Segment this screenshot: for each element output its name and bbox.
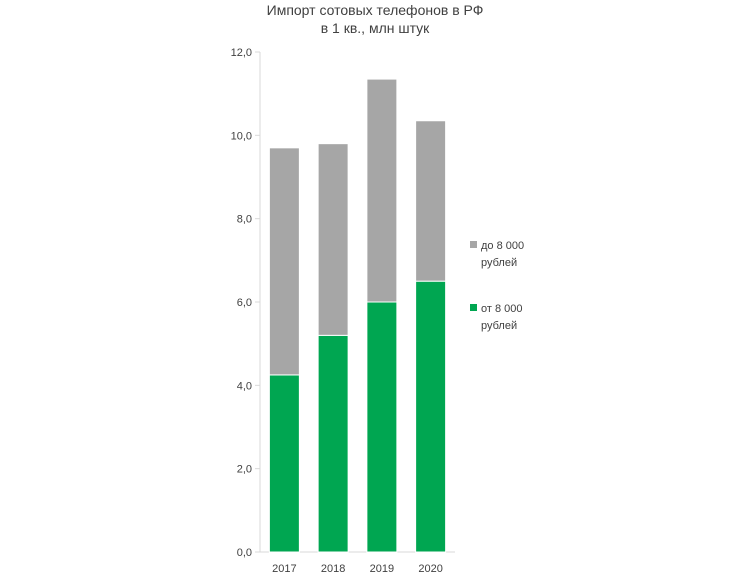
legend-label-from-8000: от 8 000 рублей	[481, 303, 523, 332]
bar-segment-0	[415, 280, 447, 553]
x-tick-label: 2020	[418, 563, 442, 575]
y-tick-label: 10,0	[231, 130, 252, 142]
bar-segment-0	[366, 301, 398, 553]
x-tick-label: 2017	[272, 563, 296, 575]
y-tick-label: 2,0	[237, 464, 252, 476]
y-tick-label: 4,0	[237, 380, 252, 392]
chart-subtitle: в 1 кв., млн штук	[320, 20, 430, 36]
y-tick-label: 0,0	[237, 547, 252, 559]
bar-segment-0	[317, 334, 349, 553]
bar-segment-1	[268, 147, 300, 376]
legend-label-upto-8000: до 8 000 рублей	[481, 240, 525, 269]
legend-swatch-green	[470, 304, 477, 311]
bar-segment-1	[415, 120, 447, 282]
legend-swatch-grey	[470, 241, 477, 248]
bar-segment-0	[268, 374, 300, 553]
x-tick-label: 2018	[321, 563, 345, 575]
legend-item-from-8000: от 8 000 рублей	[470, 301, 541, 335]
legend-item-upto-8000: до 8 000 рублей	[470, 238, 541, 272]
bar-segment-1	[366, 78, 398, 303]
x-tick-label: 2019	[370, 563, 394, 575]
y-tick-label: 6,0	[237, 297, 252, 309]
y-tick-label: 12,0	[231, 47, 252, 59]
chart-title: Импорт сотовых телефонов в РФ	[266, 2, 484, 18]
bar-segment-1	[317, 143, 349, 336]
y-tick-label: 8,0	[237, 214, 252, 226]
